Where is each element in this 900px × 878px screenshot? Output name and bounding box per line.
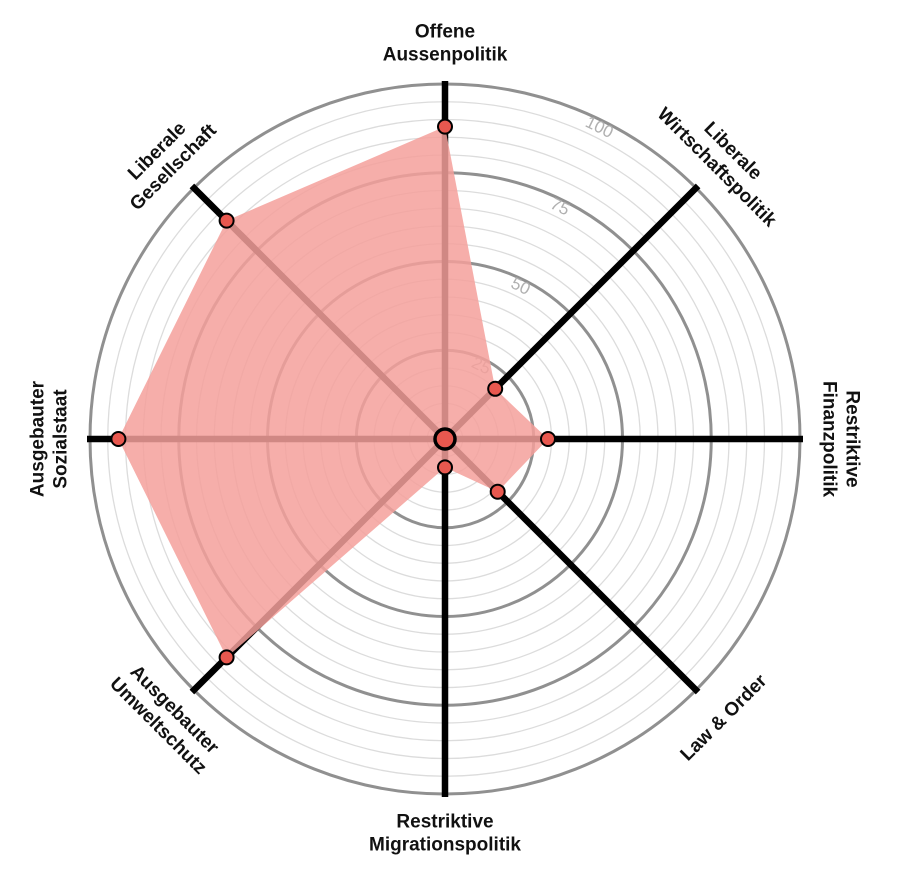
data-point-2 [540, 431, 556, 447]
axis-label-line: Restriktive [841, 390, 862, 487]
data-point-3 [489, 483, 506, 500]
tick-label-75: 75 [547, 194, 572, 219]
center-point [433, 427, 457, 451]
data-points [110, 118, 556, 666]
data-point-7 [218, 212, 235, 229]
data-point-4 [437, 459, 453, 476]
axis-label-line: Restriktive [396, 812, 493, 833]
axis-label-line: Aussenpolitik [383, 45, 508, 66]
axis-label-line: Finanzpolitik [818, 381, 839, 498]
tick-label-100: 100 [583, 112, 617, 142]
data-point-0 [437, 118, 453, 135]
axis-label-line: Offene [415, 22, 475, 43]
axis-label-line: Sozialstaat [51, 389, 72, 489]
data-point-1 [487, 380, 504, 397]
axis-label-line: Ausgebauter [28, 380, 49, 497]
series-area [118, 126, 549, 658]
axis-label-6: Ausgebauter Sozialstaat [28, 380, 72, 497]
tick-label-50: 50 [508, 274, 533, 299]
data-point-6 [110, 431, 127, 447]
data-point-5 [218, 649, 235, 666]
axis-label-line: Migrationspolitik [369, 835, 521, 856]
